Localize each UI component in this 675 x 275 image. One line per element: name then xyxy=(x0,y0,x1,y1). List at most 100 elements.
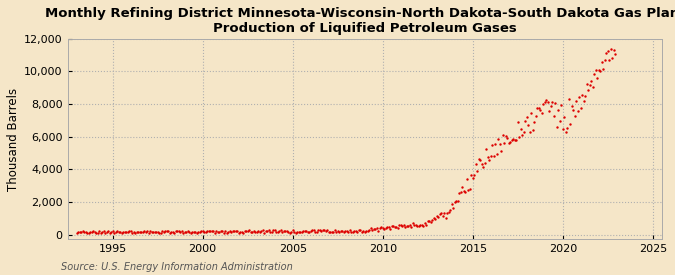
Y-axis label: Thousand Barrels: Thousand Barrels xyxy=(7,88,20,191)
Point xyxy=(281,229,292,233)
Point xyxy=(124,229,134,233)
Point xyxy=(587,85,598,89)
Point xyxy=(323,230,334,235)
Point xyxy=(566,104,577,108)
Point xyxy=(472,168,483,173)
Point xyxy=(550,101,561,105)
Point xyxy=(473,156,484,161)
Point xyxy=(275,228,286,233)
Point xyxy=(142,229,153,233)
Point xyxy=(187,230,198,234)
Point xyxy=(295,230,306,234)
Point xyxy=(107,229,118,233)
Point xyxy=(504,141,514,145)
Point xyxy=(193,230,204,234)
Point xyxy=(106,230,117,234)
Point xyxy=(595,69,605,73)
Point xyxy=(554,119,565,124)
Point xyxy=(475,158,486,162)
Point xyxy=(97,230,107,235)
Point xyxy=(148,230,159,234)
Point xyxy=(577,93,588,97)
Point xyxy=(448,206,459,210)
Point xyxy=(412,224,423,228)
Point xyxy=(397,224,408,228)
Point xyxy=(143,230,154,235)
Point xyxy=(235,230,246,234)
Point xyxy=(580,94,591,99)
Point xyxy=(298,229,308,233)
Point xyxy=(523,122,534,127)
Point xyxy=(477,162,487,166)
Point xyxy=(164,231,175,235)
Point xyxy=(277,230,288,234)
Point xyxy=(565,122,576,126)
Point xyxy=(305,229,316,233)
Point xyxy=(71,231,82,236)
Point xyxy=(175,230,186,234)
Point xyxy=(110,230,121,234)
Point xyxy=(383,225,394,229)
Point xyxy=(365,226,376,231)
Point xyxy=(373,229,383,233)
Point xyxy=(263,228,274,232)
Point xyxy=(608,48,619,52)
Point xyxy=(94,229,105,233)
Point xyxy=(358,229,369,233)
Point xyxy=(343,229,354,234)
Point xyxy=(284,230,295,235)
Point xyxy=(349,229,360,233)
Point xyxy=(494,142,505,147)
Point xyxy=(296,230,307,235)
Point xyxy=(409,223,420,227)
Point xyxy=(103,229,113,233)
Point xyxy=(278,229,289,233)
Point xyxy=(589,72,599,76)
Point xyxy=(415,223,426,227)
Point xyxy=(337,229,348,233)
Point xyxy=(604,58,615,62)
Point xyxy=(80,230,91,234)
Point xyxy=(332,229,343,233)
Point xyxy=(485,154,496,158)
Point xyxy=(268,228,279,233)
Point xyxy=(294,230,304,235)
Point xyxy=(283,230,294,234)
Point xyxy=(558,126,568,131)
Point xyxy=(225,230,236,234)
Point xyxy=(463,188,474,192)
Point xyxy=(430,217,441,222)
Point xyxy=(202,229,213,233)
Point xyxy=(445,208,456,212)
Point xyxy=(388,223,399,228)
Point xyxy=(252,229,263,233)
Point xyxy=(431,213,442,218)
Point xyxy=(155,231,166,235)
Point xyxy=(421,223,431,227)
Point xyxy=(321,229,331,233)
Point xyxy=(328,230,339,234)
Point xyxy=(310,230,321,234)
Point xyxy=(203,229,214,233)
Point xyxy=(288,228,298,233)
Point xyxy=(398,223,409,227)
Point xyxy=(386,224,397,228)
Point xyxy=(259,230,269,235)
Point xyxy=(452,199,463,203)
Point xyxy=(429,216,439,221)
Point xyxy=(377,226,388,230)
Point xyxy=(311,230,322,235)
Point xyxy=(88,229,99,233)
Point xyxy=(556,103,567,107)
Point xyxy=(127,230,138,235)
Point xyxy=(464,186,475,191)
Point xyxy=(139,229,150,233)
Point xyxy=(241,229,252,233)
Point xyxy=(370,227,381,231)
Point xyxy=(322,228,333,232)
Point xyxy=(597,59,608,64)
Point xyxy=(451,199,462,204)
Point xyxy=(564,97,574,101)
Point xyxy=(116,231,127,235)
Point xyxy=(553,108,564,112)
